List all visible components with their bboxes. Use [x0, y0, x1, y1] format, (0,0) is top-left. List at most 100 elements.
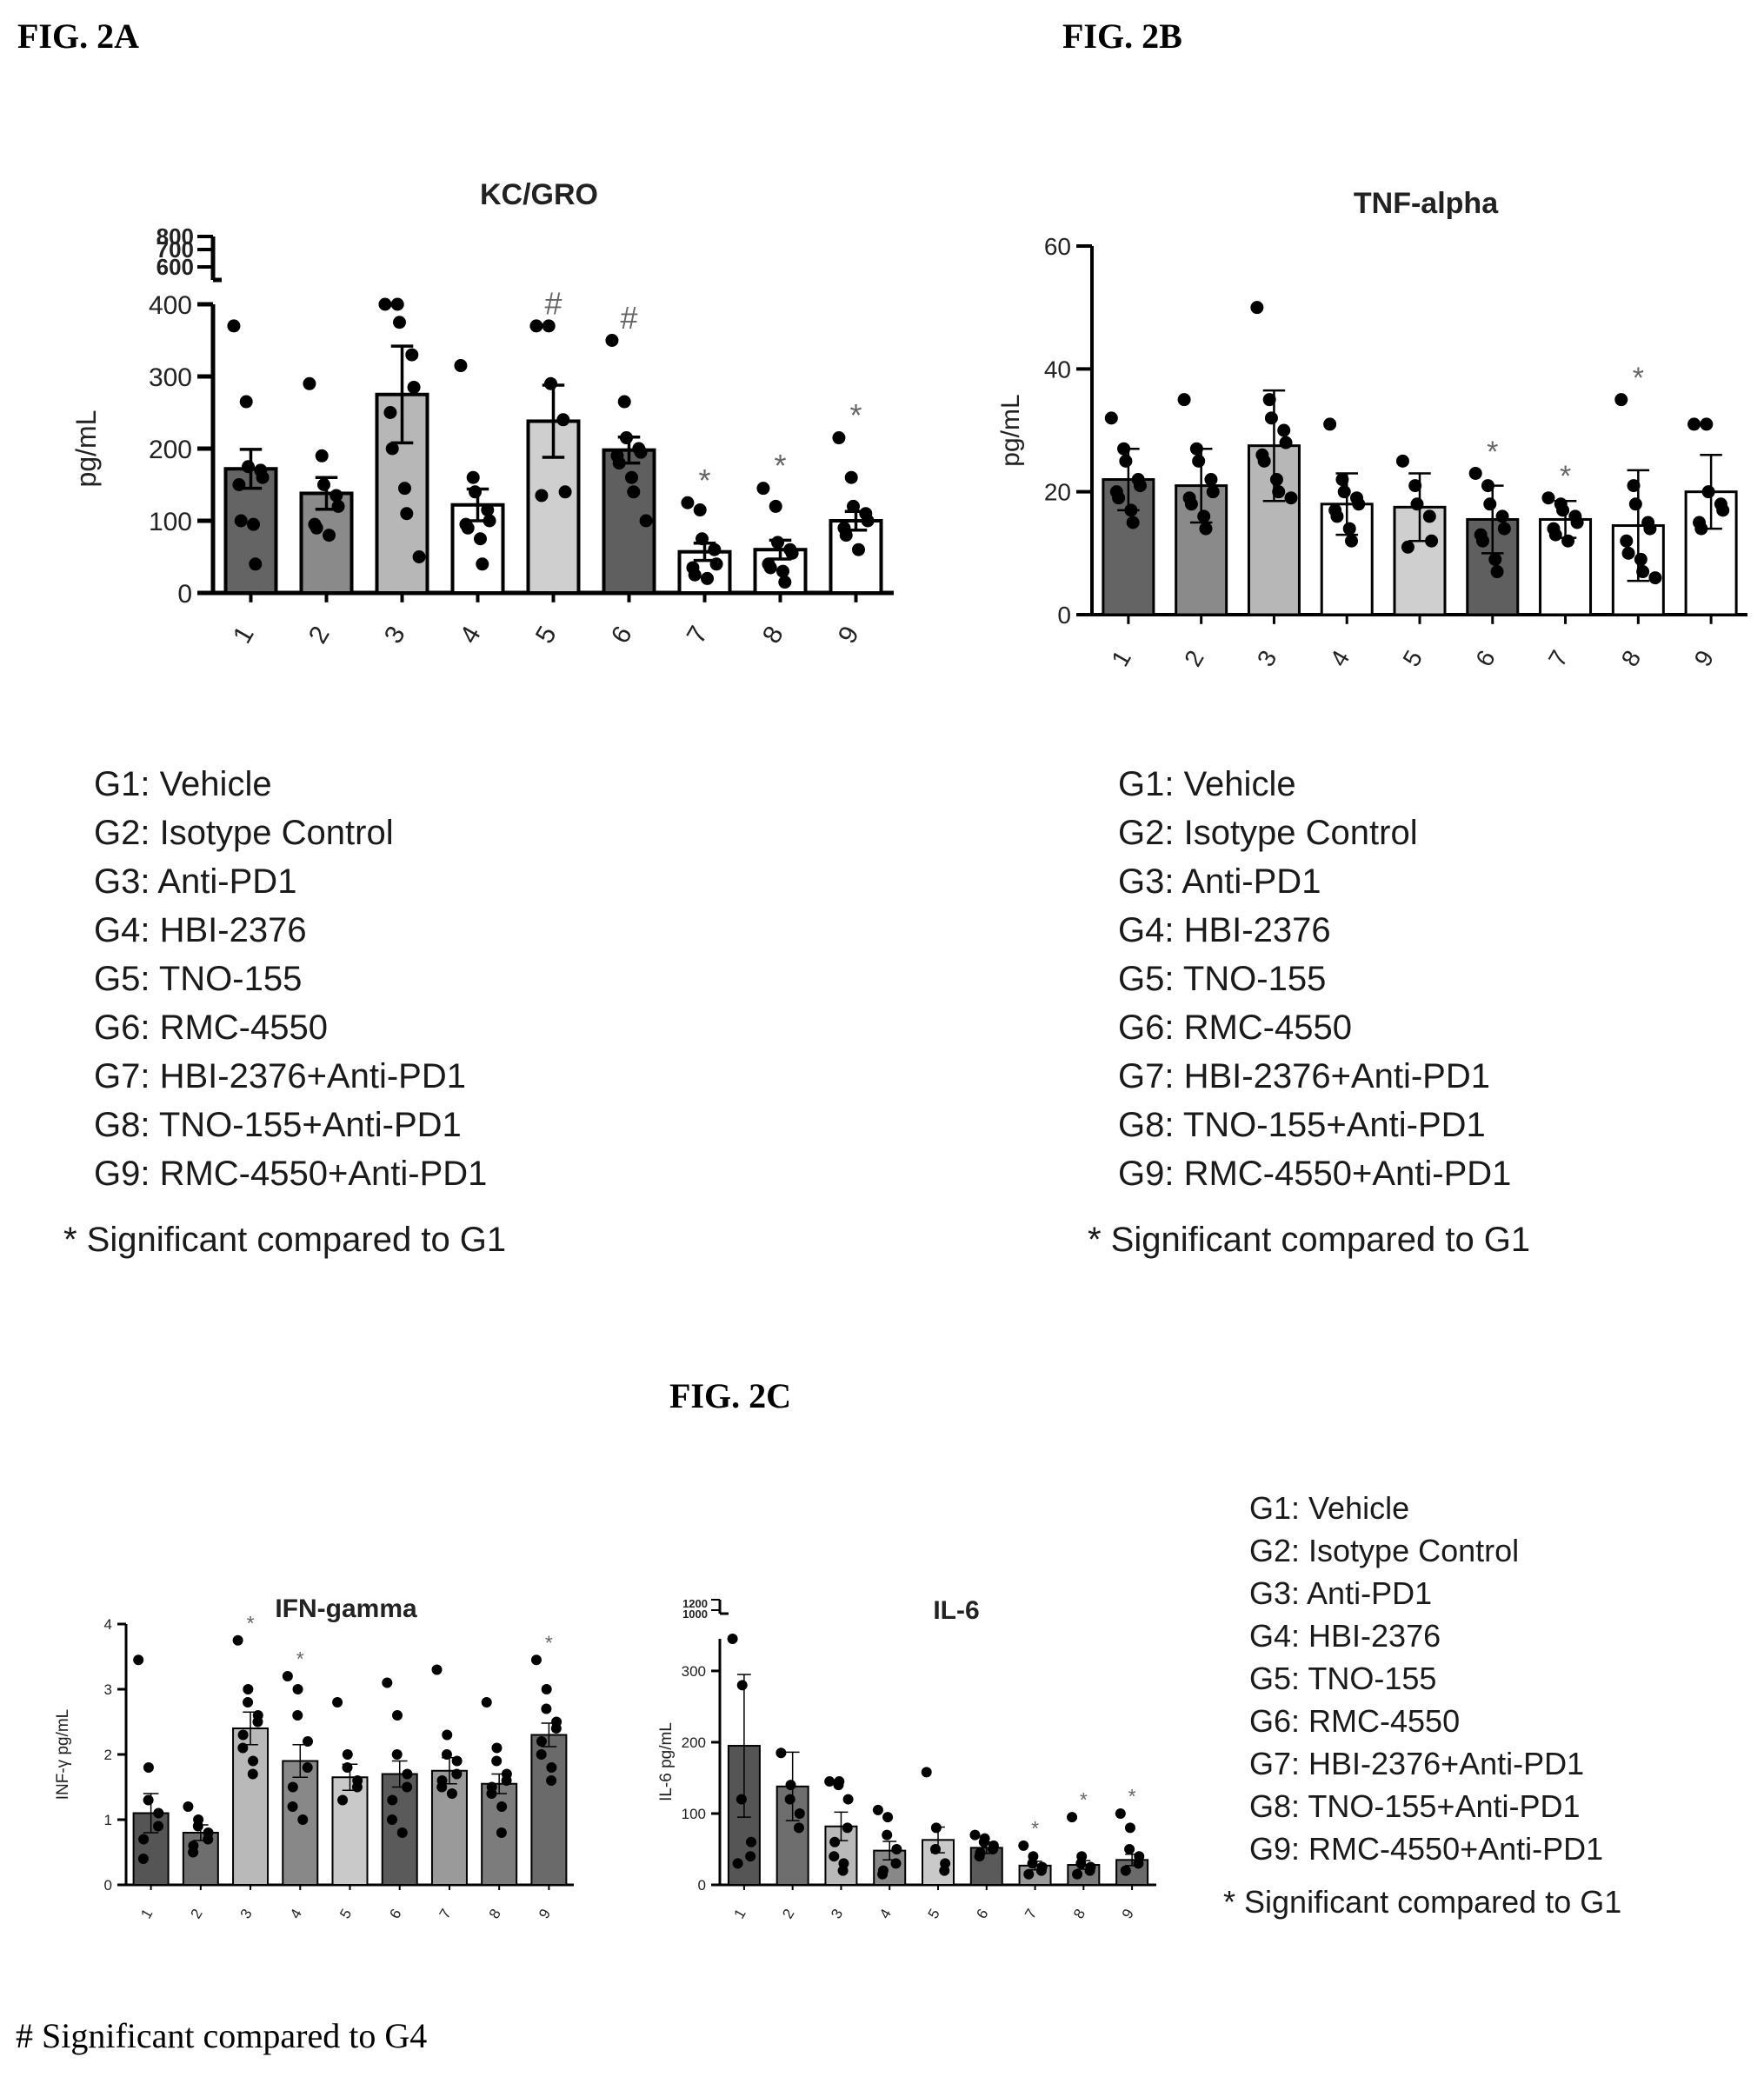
data-point	[486, 1788, 497, 1799]
data-point	[1104, 411, 1118, 425]
legend-item: G5: TNO-155	[94, 960, 303, 998]
data-point	[736, 1794, 747, 1805]
y-tick-label: 400	[149, 291, 192, 320]
data-point	[469, 485, 482, 499]
data-point	[1284, 491, 1298, 505]
data-point	[400, 507, 414, 521]
significance-marker: *	[545, 1631, 553, 1654]
significance-marker: *	[1128, 1785, 1136, 1807]
data-point	[1700, 417, 1714, 431]
data-point	[852, 543, 865, 556]
legend-item: G2: Isotype Control	[94, 814, 394, 852]
data-point	[794, 1807, 805, 1819]
x-tick-label: 7	[1022, 1906, 1040, 1921]
data-point	[1072, 1868, 1083, 1880]
data-point	[921, 1767, 932, 1778]
data-point	[1117, 442, 1131, 456]
y-tick-label: 0	[177, 580, 192, 609]
legend-item: G1: Vehicle	[94, 765, 272, 803]
y-tick-label: 200	[149, 436, 192, 464]
y-tick-label: 0	[104, 1877, 112, 1894]
significance-marker: *	[1031, 1817, 1039, 1840]
data-point	[1408, 479, 1422, 493]
x-tick-label: 2	[779, 1906, 797, 1921]
data-point	[627, 485, 641, 499]
x-tick-label: 5	[925, 1906, 943, 1921]
x-tick-label: 4	[876, 1906, 895, 1921]
data-point	[778, 576, 792, 589]
data-point	[978, 1836, 989, 1847]
chart-title: IL-6	[933, 1596, 979, 1625]
data-point	[847, 499, 860, 513]
legend-2b: G1: Vehicle G2: Isotype Control G3: Anti…	[1088, 760, 1530, 1264]
y-tick-label: 0	[698, 1877, 706, 1894]
data-point	[890, 1858, 902, 1869]
data-point	[974, 1851, 985, 1862]
legend-item: G6: RMC-4550	[1249, 1703, 1461, 1739]
data-point	[639, 514, 653, 528]
data-point	[832, 431, 846, 445]
data-point	[877, 1868, 889, 1880]
data-point	[536, 1736, 547, 1747]
significance-marker: *	[247, 1612, 255, 1634]
data-point	[431, 1664, 443, 1675]
data-point	[693, 503, 707, 517]
data-point	[558, 485, 572, 499]
data-point	[1335, 473, 1349, 487]
data-point	[454, 359, 468, 373]
legend-item: G5: TNO-155	[1118, 960, 1327, 998]
x-tick-label: 3	[828, 1906, 846, 1921]
data-point	[1541, 491, 1555, 505]
y-tick-label: 100	[682, 1806, 706, 1822]
legend-item: G7: HBI-2376+Anti-PD1	[94, 1057, 466, 1095]
significance-marker: #	[620, 300, 637, 336]
legend-item: G6: RMC-4550	[1118, 1009, 1352, 1047]
data-point	[491, 1742, 503, 1754]
bar	[232, 1728, 270, 1886]
data-point	[839, 529, 853, 543]
data-point	[793, 1822, 804, 1834]
data-point	[882, 1829, 893, 1841]
data-point	[1468, 466, 1482, 480]
significance-marker: *	[1080, 1788, 1088, 1811]
data-point	[398, 482, 411, 496]
data-point	[1018, 1840, 1029, 1851]
y-tick-label: 40	[1044, 356, 1071, 383]
y-tick-label: 4	[104, 1616, 112, 1633]
fig-2b-label: FIG. 2B	[1062, 17, 1182, 56]
data-point	[138, 1834, 150, 1845]
data-point	[708, 543, 722, 556]
data-point	[1694, 522, 1708, 536]
data-point	[541, 1703, 552, 1714]
significance-note: * Significant compared to G1	[1223, 1884, 1622, 1920]
data-point	[1352, 497, 1366, 511]
legend-item: G9: RMC-4550+Anti-PD1	[1249, 1831, 1604, 1867]
chart-title: KC/GRO	[480, 178, 598, 211]
data-point	[771, 536, 784, 549]
data-point	[247, 517, 260, 531]
data-point	[292, 1710, 303, 1721]
data-point	[550, 1723, 562, 1734]
data-point	[1262, 393, 1276, 407]
data-point	[833, 1780, 844, 1791]
x-tick-label: 6	[973, 1906, 991, 1921]
significance-marker: *	[296, 1648, 304, 1670]
data-point	[1410, 497, 1424, 511]
data-point	[529, 319, 543, 333]
data-point	[988, 1843, 999, 1854]
data-point	[891, 1843, 902, 1854]
legend-item: G2: Isotype Control	[1249, 1533, 1520, 1568]
data-point	[323, 529, 336, 543]
legend-item: G1: Vehicle	[1249, 1490, 1410, 1526]
data-point	[1133, 1858, 1144, 1869]
data-point	[1189, 442, 1203, 456]
data-point	[769, 499, 782, 513]
data-point	[969, 1829, 981, 1841]
data-point	[232, 1634, 243, 1646]
data-point	[1475, 534, 1489, 548]
data-point	[1269, 473, 1283, 487]
fig-2a-label: FIG. 2A	[17, 17, 139, 56]
x-tick-label: 9	[1119, 1906, 1137, 1921]
data-point	[634, 445, 648, 459]
